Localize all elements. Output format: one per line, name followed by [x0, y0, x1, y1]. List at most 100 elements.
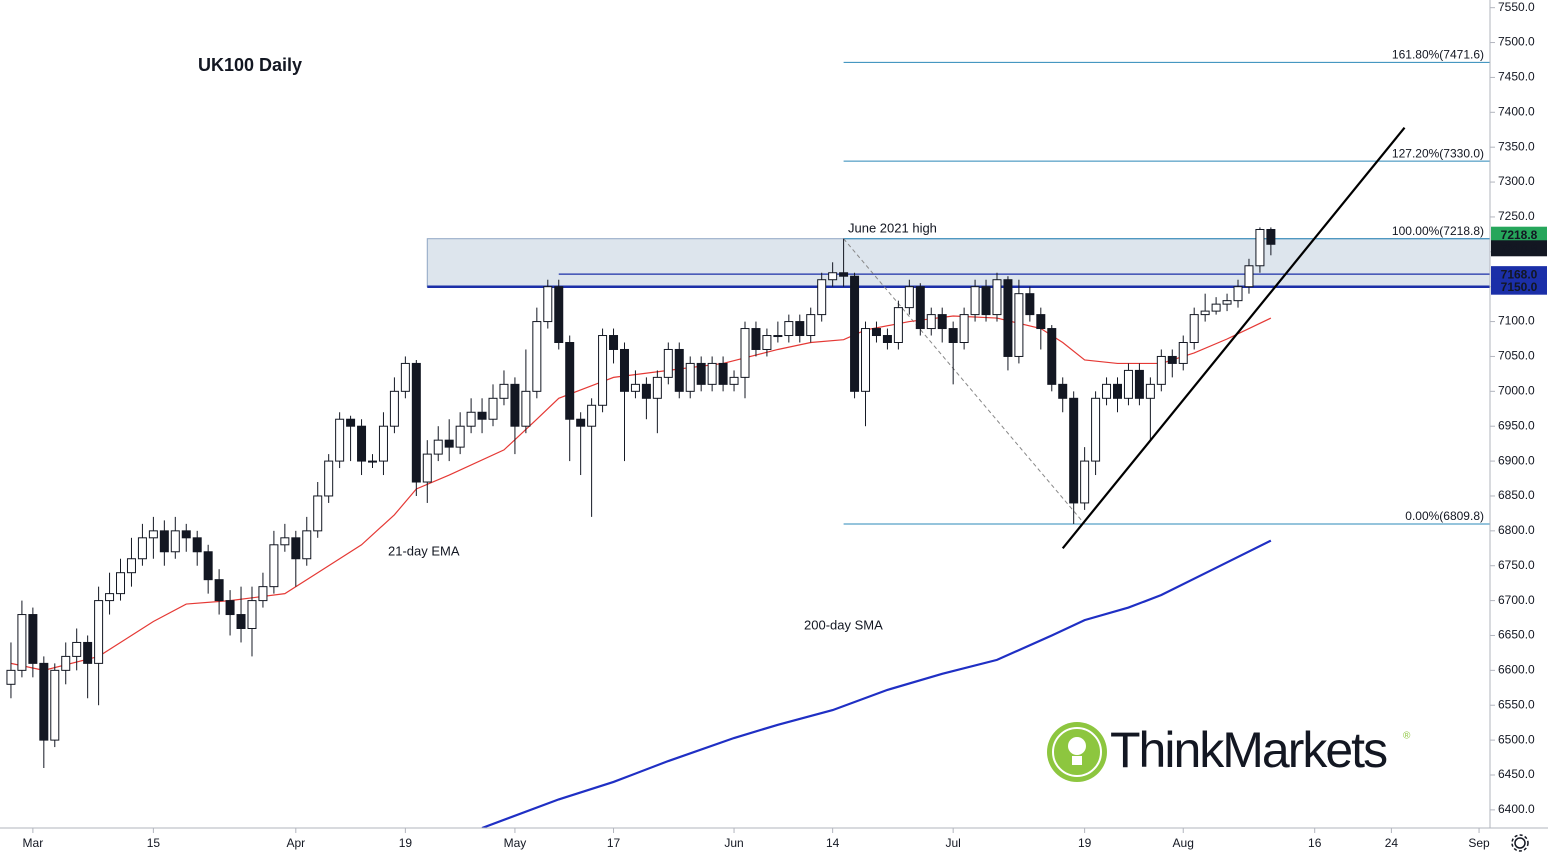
logo-markets: Markets	[1222, 722, 1387, 778]
candle-body	[368, 460, 377, 463]
x-tick-label: May	[504, 836, 527, 850]
candle-body	[477, 411, 487, 420]
x-tick-label: Jun	[724, 836, 743, 850]
candle-body	[1189, 314, 1199, 344]
candle-body	[192, 537, 202, 553]
candle-body	[532, 321, 542, 392]
candle-body	[455, 425, 465, 448]
candle-body	[411, 362, 421, 483]
candle-body	[740, 328, 750, 378]
y-tick-label: 7000.0	[1498, 384, 1535, 398]
candle-body	[335, 418, 345, 462]
candle-body	[904, 286, 914, 309]
plot-area: 0.00%(6809.8) 100.00%(7218.8) 127.20%(7330…	[6, 48, 1490, 828]
candle-body	[1222, 300, 1232, 305]
x-tick-label: 17	[607, 836, 621, 850]
fib-label: 100.00%(7218.8)	[1392, 224, 1484, 238]
price-tag-label: 7218.8	[1501, 228, 1538, 242]
x-tick-label: Sep	[1468, 836, 1490, 850]
candle-body	[1091, 397, 1101, 462]
candle-body	[170, 530, 180, 553]
candle-body	[510, 383, 520, 427]
candle-body	[148, 530, 158, 539]
fib-label: 161.80%(7471.6)	[1392, 48, 1484, 62]
y-tick-label: 6950.0	[1498, 418, 1535, 432]
candle-body	[1167, 355, 1177, 364]
x-tick-label: Aug	[1173, 836, 1194, 850]
candle-body	[729, 376, 739, 385]
candle-body	[1145, 383, 1155, 399]
y-tick-label: 6650.0	[1498, 628, 1535, 642]
annotation: 200-day SMA	[804, 617, 883, 632]
y-tick-label: 7100.0	[1498, 314, 1535, 328]
candle-body	[61, 655, 71, 671]
y-tick-label: 6700.0	[1498, 593, 1535, 607]
y-tick-label: 7350.0	[1498, 139, 1535, 153]
candle-body	[236, 614, 246, 629]
candle-body	[488, 397, 498, 420]
candle-body	[641, 383, 651, 399]
candle-body	[50, 669, 60, 741]
candle-body	[521, 390, 531, 427]
y-tick-label: 6400.0	[1498, 802, 1535, 816]
candle-body	[609, 335, 619, 350]
candle-body	[828, 272, 838, 281]
level-tag	[1491, 278, 1547, 295]
x-tick-label: 19	[399, 836, 413, 850]
x-tick-label: Apr	[286, 836, 305, 850]
candle-body	[619, 348, 629, 392]
price-tag	[1491, 226, 1547, 243]
candle-body	[94, 600, 104, 664]
y-tick-label: 6450.0	[1498, 767, 1535, 781]
price-tag-label: 7210.8	[1501, 241, 1538, 255]
candle-body	[1102, 383, 1112, 399]
candle-body	[871, 328, 881, 337]
price-tag	[1491, 240, 1547, 257]
candle-body	[1123, 369, 1133, 399]
candle-body	[17, 614, 27, 671]
y-tick-label: 6900.0	[1498, 453, 1535, 467]
candle-body	[674, 348, 684, 392]
candle-body	[948, 328, 958, 344]
x-tick-label: Mar	[23, 836, 44, 850]
candle-body	[378, 425, 388, 462]
candle-body	[6, 669, 16, 685]
candle-body	[1025, 293, 1035, 316]
candle-body	[346, 418, 356, 427]
resistance-zone	[426, 238, 1490, 288]
candle-body	[499, 383, 509, 399]
logo-think: Think	[1110, 722, 1225, 778]
candle-body	[554, 286, 564, 344]
candle-body	[773, 335, 783, 338]
candle-body	[247, 600, 257, 629]
y-tick-label: 7400.0	[1498, 104, 1535, 118]
candle-body	[1200, 310, 1210, 316]
fib-label: 0.00%(6809.8)	[1405, 509, 1484, 523]
candle-body	[959, 314, 969, 344]
candle-body	[696, 362, 706, 385]
candle-body	[915, 286, 925, 330]
candle-body	[1014, 293, 1024, 357]
candle-body	[137, 537, 147, 560]
candle-body	[72, 641, 82, 657]
candle-body	[105, 593, 115, 602]
x-tick-label: 16	[1308, 836, 1322, 850]
candle-body	[1080, 460, 1090, 504]
candle-body	[587, 404, 597, 427]
candle-body	[576, 418, 586, 427]
candle-body	[225, 600, 235, 616]
candle-body	[203, 551, 213, 581]
candle-body	[652, 376, 662, 399]
axes: 6400.0 6450.0 6500.0 6550.0 6600.0 6650.0 6700…	[23, 0, 1547, 850]
candle-body	[466, 411, 476, 427]
candle-body	[39, 662, 49, 741]
candle-body	[324, 460, 334, 497]
x-tick-label: Jul	[945, 836, 960, 850]
y-tick-label: 7250.0	[1498, 209, 1535, 223]
candle-body	[1113, 383, 1122, 399]
candle-body	[663, 348, 673, 378]
candle-body	[214, 579, 224, 602]
candle-body	[422, 453, 432, 483]
candle-body	[1069, 397, 1079, 504]
